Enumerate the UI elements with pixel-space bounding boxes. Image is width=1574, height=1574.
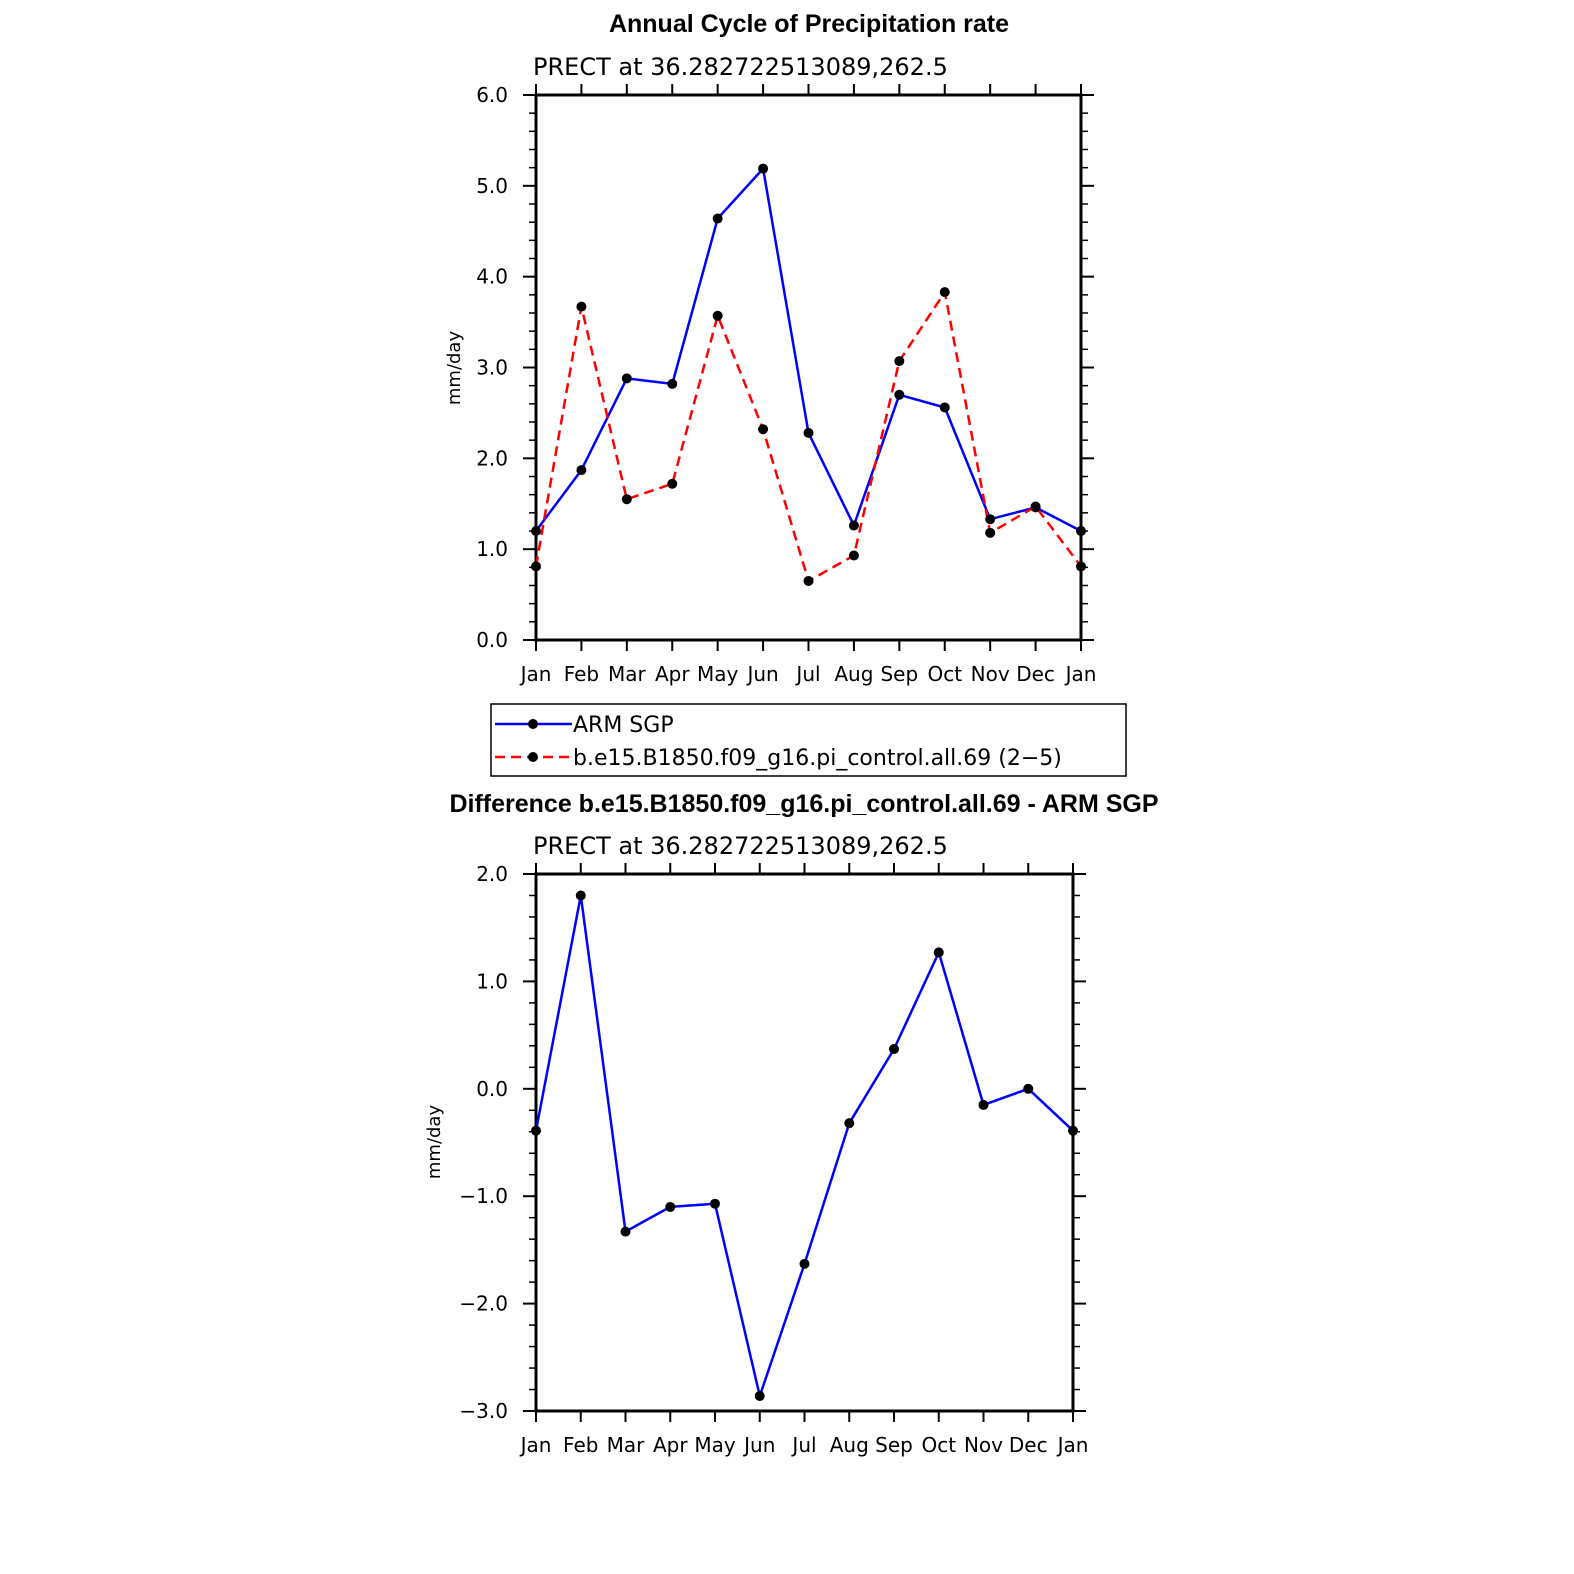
chart2-subtitle: PRECT at 36.282722513089,262.5 [533, 832, 948, 860]
chart2-xtick-label: Jan [1056, 1433, 1089, 1457]
chart1-xtick-label: Jan [1064, 662, 1097, 686]
chart2-series-0-point [531, 1125, 541, 1136]
chart1-series-1-point [576, 301, 587, 312]
chart2-xtick-label: Nov [964, 1433, 1003, 1457]
chart2-series-0-point [620, 1226, 631, 1237]
chart1-series-1-point [621, 494, 632, 505]
chart2-series-0-point [1068, 1125, 1078, 1136]
chart1-xtick-label: Nov [971, 662, 1010, 686]
chart1-xtick-label: Mar [608, 662, 647, 686]
chart1-ytick-label: 1.0 [476, 537, 508, 561]
chart2-xtick-label: Feb [563, 1433, 598, 1457]
chart1-series-0-point [848, 520, 859, 531]
chart1-plot-frame [534, 93, 1083, 642]
chart1-series-1-point [712, 310, 723, 321]
chart1-ylabel: mm/day [444, 331, 465, 406]
chart1-series-0-point [758, 163, 769, 174]
chart1-series-0-point [939, 402, 950, 413]
chart2-xtick-label: Dec [1009, 1433, 1048, 1457]
chart1-xtick-label: Aug [834, 662, 873, 686]
chart1-series-1-point [758, 424, 769, 435]
chart2-series-0-point [844, 1118, 855, 1129]
chart2-xtick-label: Jun [742, 1433, 775, 1457]
chart2-xtick-label: Apr [653, 1433, 688, 1457]
chart1-series-1-point [803, 575, 814, 586]
chart1-xtick-label: Feb [564, 662, 599, 686]
chart2-xtick-label: Oct [921, 1433, 956, 1457]
chart1-series-0-point [985, 514, 996, 525]
chart2-ytick-label: −1.0 [459, 1184, 508, 1208]
chart2-xtick-label: Jul [790, 1433, 816, 1457]
chart1-series-0-point [894, 389, 905, 400]
chart1-series-1-point [531, 561, 541, 572]
chart1-ytick-label: 6.0 [476, 83, 508, 107]
chart1-xtick-label: Jan [519, 662, 552, 686]
legend: ARM SGP b.e15.B1850.f09_g16.pi_control.a… [490, 703, 1127, 777]
chart1-xtick-label: Oct [927, 662, 962, 686]
chart1-title: Annual Cycle of Precipitation rate [609, 10, 1009, 38]
chart1-series-1-point [848, 550, 859, 561]
chart1-xtick-label: Sep [880, 662, 918, 686]
chart2-series-0-point [978, 1099, 989, 1110]
chart1-series-0-point [621, 373, 632, 384]
chart1-series-1-point [894, 356, 905, 367]
chart1-series-1-point [1030, 501, 1041, 512]
chart2-xtick-label: Jan [519, 1433, 552, 1457]
chart1-series-0-point [712, 213, 723, 224]
legend-marker-model [528, 752, 538, 762]
chart2-series-0-point [665, 1201, 676, 1212]
chart1-ytick-label: 4.0 [476, 265, 508, 289]
chart1-series-1-point [939, 287, 950, 298]
chart1-series-0-point [1076, 526, 1086, 536]
chart2-ylabel: mm/day [424, 1105, 445, 1180]
chart1-xtick-label: Apr [655, 662, 690, 686]
chart1-ytick-label: 0.0 [476, 628, 508, 652]
chart2-xtick-label: Mar [607, 1433, 646, 1457]
chart2-plot-frame [534, 872, 1075, 1413]
chart2-ytick-label: −3.0 [459, 1399, 508, 1423]
chart1-series-0-point [667, 378, 678, 389]
chart2-series-0-point [889, 1044, 899, 1055]
chart1-series-0-point [803, 427, 814, 438]
legend-label-model: b.e15.B1850.f09_g16.pi_control.all.69 (2… [573, 746, 1062, 771]
chart1-series-1-point [985, 527, 996, 538]
chart2-series-0-point [1023, 1083, 1034, 1094]
chart2-xtick-label: Aug [830, 1433, 869, 1457]
chart1-xtick-label: Jul [794, 662, 820, 686]
chart2-ytick-label: 0.0 [476, 1077, 508, 1101]
chart1-series-1-point [1076, 561, 1086, 572]
chart2-title: Difference b.e15.B1850.f09_g16.pi_contro… [449, 790, 1158, 818]
chart1-subtitle: PRECT at 36.282722513089,262.5 [533, 53, 948, 81]
chart2-series-0-line [534, 894, 1074, 1398]
chart1-xtick-label: May [697, 662, 739, 686]
chart2-ytick-label: 1.0 [476, 969, 508, 993]
chart1-series-0-point [531, 526, 541, 536]
legend-box [490, 703, 1127, 777]
chart2-series-0-point [710, 1198, 720, 1209]
chart1-xtick-label: Jun [745, 662, 778, 686]
chart2-series-0-point [754, 1390, 765, 1401]
chart1-series-0-line [534, 167, 1082, 533]
chart2-xtick-label: May [694, 1433, 736, 1457]
chart2-ytick-label: −2.0 [459, 1292, 508, 1316]
chart2-xtick-label: Sep [875, 1433, 913, 1457]
chart1-xtick-label: Dec [1016, 662, 1055, 686]
legend-marker-arm [528, 719, 538, 729]
chart1-series-1-point [667, 478, 678, 489]
chart2-series-0-point [799, 1258, 810, 1269]
chart1-ytick-label: 3.0 [476, 356, 508, 380]
chart2-series-0-point [933, 947, 944, 958]
chart1-ytick-label: 2.0 [476, 446, 508, 470]
chart2-series-0-point [575, 890, 586, 901]
chart1-series-0-point [576, 465, 587, 476]
chart2-ytick-label: 2.0 [476, 862, 508, 886]
chart1-ytick-label: 5.0 [476, 174, 508, 198]
legend-label-arm: ARM SGP [573, 713, 674, 738]
